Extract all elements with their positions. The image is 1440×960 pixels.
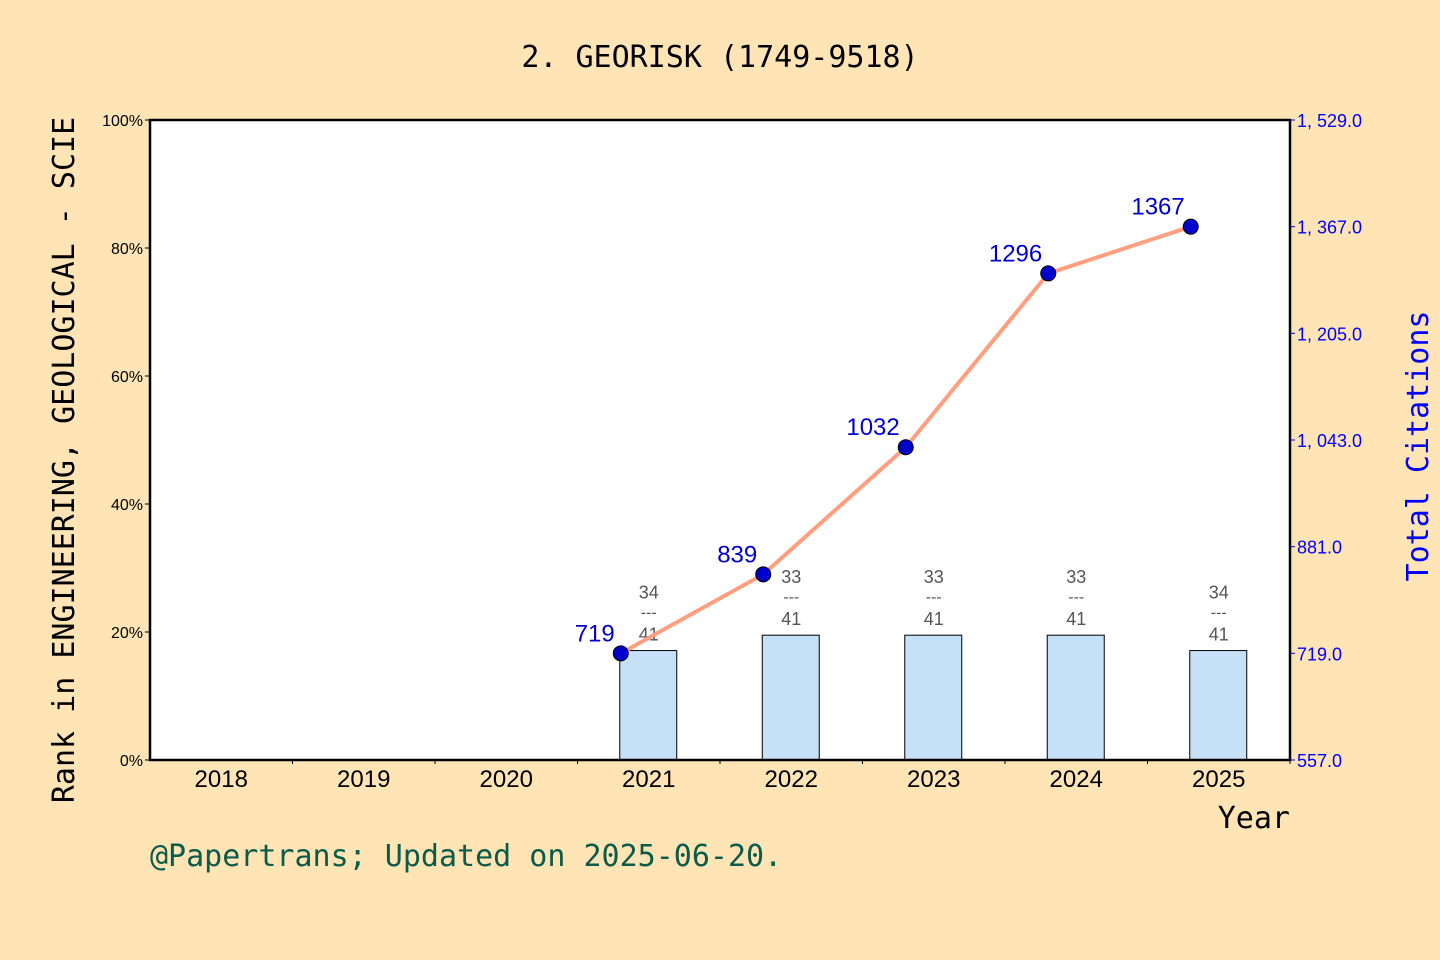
x-tick-label: 2024 bbox=[1050, 766, 1103, 793]
rank-divider: --- bbox=[641, 605, 657, 622]
citation-point bbox=[612, 645, 629, 662]
rank-label: 34 bbox=[639, 583, 659, 603]
chart-title: 2. GEORISK (1749-9518) bbox=[521, 40, 918, 75]
rank-label: 33 bbox=[781, 567, 801, 587]
right-axis-label: Total Citations bbox=[1401, 311, 1436, 582]
right-tick-label: 557.0 bbox=[1297, 751, 1342, 771]
right-tick-label: 1, 367.0 bbox=[1297, 218, 1362, 238]
rank-divider: --- bbox=[783, 589, 799, 606]
right-tick-label: 1, 043.0 bbox=[1297, 431, 1362, 451]
rank-label: 33 bbox=[1066, 567, 1086, 587]
rank-divider: --- bbox=[1068, 589, 1084, 606]
plot-frame bbox=[148, 118, 1292, 762]
rank-bar bbox=[904, 634, 963, 761]
x-axis-label: Year bbox=[1218, 801, 1290, 836]
right-tick-label: 1, 205.0 bbox=[1297, 324, 1362, 344]
rank-bar bbox=[761, 634, 820, 761]
right-tick-label: 881.0 bbox=[1297, 538, 1342, 558]
left-tick-label: 40% bbox=[111, 497, 143, 514]
citation-label: 1367 bbox=[1131, 194, 1184, 221]
x-tick-label: 2025 bbox=[1192, 766, 1245, 793]
rank-label: 34 bbox=[1209, 583, 1229, 603]
left-tick-label: 80% bbox=[111, 241, 143, 258]
x-tick-label: 2022 bbox=[765, 766, 818, 793]
citation-point bbox=[897, 439, 914, 456]
citation-label: 719 bbox=[575, 620, 615, 647]
rank-total: 41 bbox=[781, 609, 801, 629]
x-tick-label: 2018 bbox=[195, 766, 248, 793]
rank-divider: --- bbox=[1211, 605, 1227, 622]
rank-total: 41 bbox=[924, 609, 944, 629]
footer-text: @Papertrans; Updated on 2025-06-20. bbox=[150, 839, 782, 874]
left-tick-label: 20% bbox=[111, 625, 143, 642]
rank-bar bbox=[1189, 650, 1248, 761]
left-tick-label: 100% bbox=[102, 113, 143, 130]
right-tick-label: 1, 529.0 bbox=[1297, 111, 1362, 131]
x-tick-label: 2020 bbox=[480, 766, 533, 793]
citation-label: 1032 bbox=[846, 414, 899, 441]
citation-point bbox=[755, 566, 772, 583]
x-tick-label: 2023 bbox=[907, 766, 960, 793]
rank-total: 41 bbox=[1209, 625, 1229, 645]
citation-label: 839 bbox=[717, 541, 757, 568]
rank-total: 41 bbox=[1066, 609, 1086, 629]
x-tick-label: 2021 bbox=[622, 766, 675, 793]
left-axis-label: Rank in ENGINEERING, GEOLOGICAL - SCIE bbox=[47, 117, 82, 803]
rank-bar bbox=[619, 650, 678, 761]
plot-area bbox=[150, 120, 1290, 760]
citation-label: 1296 bbox=[989, 240, 1042, 267]
x-tick-label: 2019 bbox=[337, 766, 390, 793]
citation-point bbox=[1040, 265, 1057, 282]
left-tick-label: 60% bbox=[111, 369, 143, 386]
citation-point bbox=[1182, 218, 1199, 235]
right-tick-label: 719.0 bbox=[1297, 644, 1342, 664]
rank-divider: --- bbox=[926, 589, 942, 606]
rank-label: 33 bbox=[924, 567, 944, 587]
left-tick-label: 0% bbox=[120, 753, 143, 770]
rank-bar bbox=[1046, 634, 1105, 761]
